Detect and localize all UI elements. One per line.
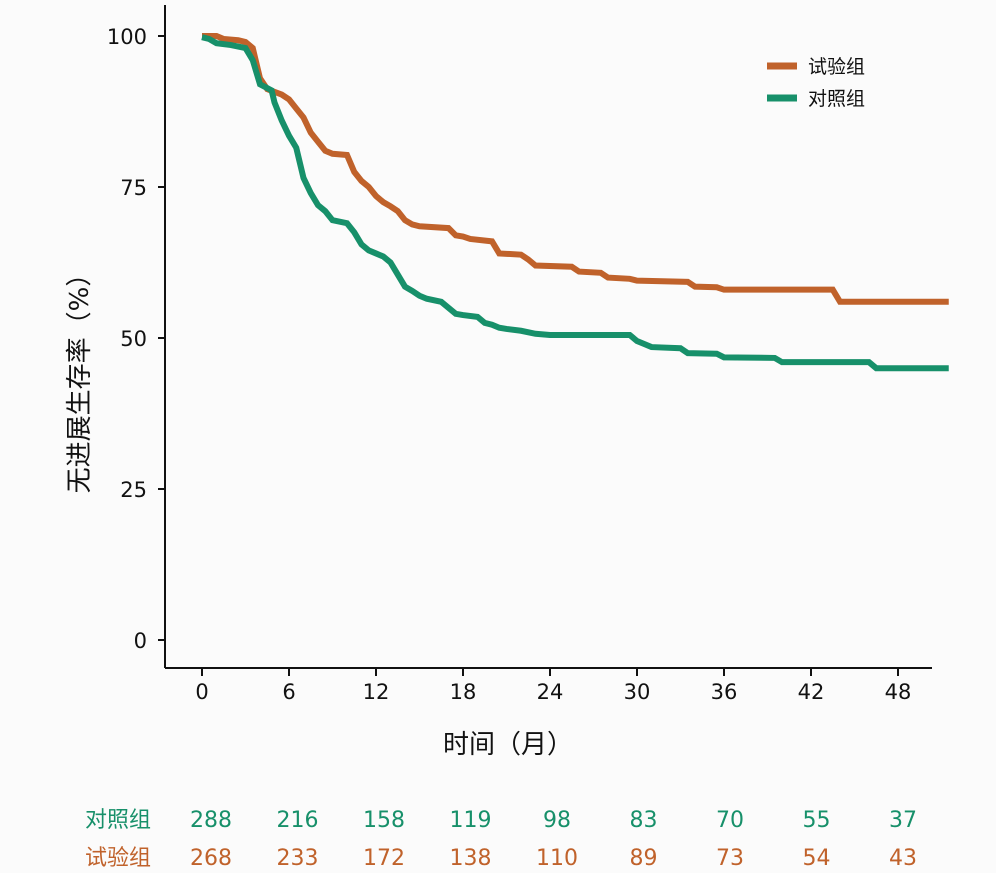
x-tick-label: 42 <box>798 680 825 704</box>
x-axis-title: 时间（月） <box>443 730 573 760</box>
legend-label: 试验组 <box>808 56 865 78</box>
legend-label: 对照组 <box>808 88 865 110</box>
y-tick-label: 50 <box>120 327 147 351</box>
risk-cell: 288 <box>190 808 232 833</box>
risk-cell: 268 <box>190 846 232 871</box>
risk-cell: 37 <box>889 808 917 833</box>
x-axis: 0 6 12 18 24 30 36 42 48 <box>165 667 932 704</box>
risk-cell: 83 <box>630 808 658 833</box>
y-axis-title: 无进展生存率（%） <box>65 261 95 494</box>
risk-cell: 216 <box>277 808 319 833</box>
x-tick-label: 36 <box>711 680 738 704</box>
risk-cell: 73 <box>716 846 744 871</box>
risk-row-label: 试验组 <box>85 846 151 871</box>
risk-cell: 98 <box>543 808 571 833</box>
risk-cell: 70 <box>716 808 744 833</box>
risk-cell: 43 <box>889 846 917 871</box>
risk-row-label: 对照组 <box>85 808 151 833</box>
risk-cell: 110 <box>536 846 578 871</box>
y-tick-label: 0 <box>134 629 147 653</box>
risk-table: 对照组 288 216 158 119 98 83 70 55 37 试验组 268 233 172 138… <box>85 808 917 871</box>
x-tick-label: 24 <box>537 680 564 704</box>
series-line-trial <box>202 33 949 305</box>
series-layer <box>201 33 949 372</box>
y-ticks: 0 25 50 75 100 <box>107 25 165 653</box>
x-ticks: 0 6 12 18 24 30 36 42 48 <box>195 668 911 704</box>
x-tick-label: 0 <box>195 680 208 704</box>
risk-cell: 89 <box>630 846 658 871</box>
risk-cell: 138 <box>450 846 492 871</box>
series-line-control <box>201 34 949 372</box>
risk-cell: 55 <box>803 808 831 833</box>
x-tick-label: 18 <box>450 680 477 704</box>
y-tick-label: 25 <box>120 478 147 502</box>
risk-cell: 158 <box>363 808 405 833</box>
x-tick-label: 48 <box>885 680 912 704</box>
y-tick-label: 75 <box>120 176 147 200</box>
risk-cell: 119 <box>450 808 492 833</box>
x-tick-label: 6 <box>282 680 295 704</box>
x-tick-label: 30 <box>624 680 651 704</box>
x-tick-label: 12 <box>363 680 390 704</box>
risk-cell: 172 <box>363 846 405 871</box>
y-axis: 0 25 50 75 100 <box>107 5 166 668</box>
risk-cell: 54 <box>803 846 831 871</box>
risk-cell: 233 <box>277 846 319 871</box>
y-tick-label: 100 <box>107 25 147 49</box>
